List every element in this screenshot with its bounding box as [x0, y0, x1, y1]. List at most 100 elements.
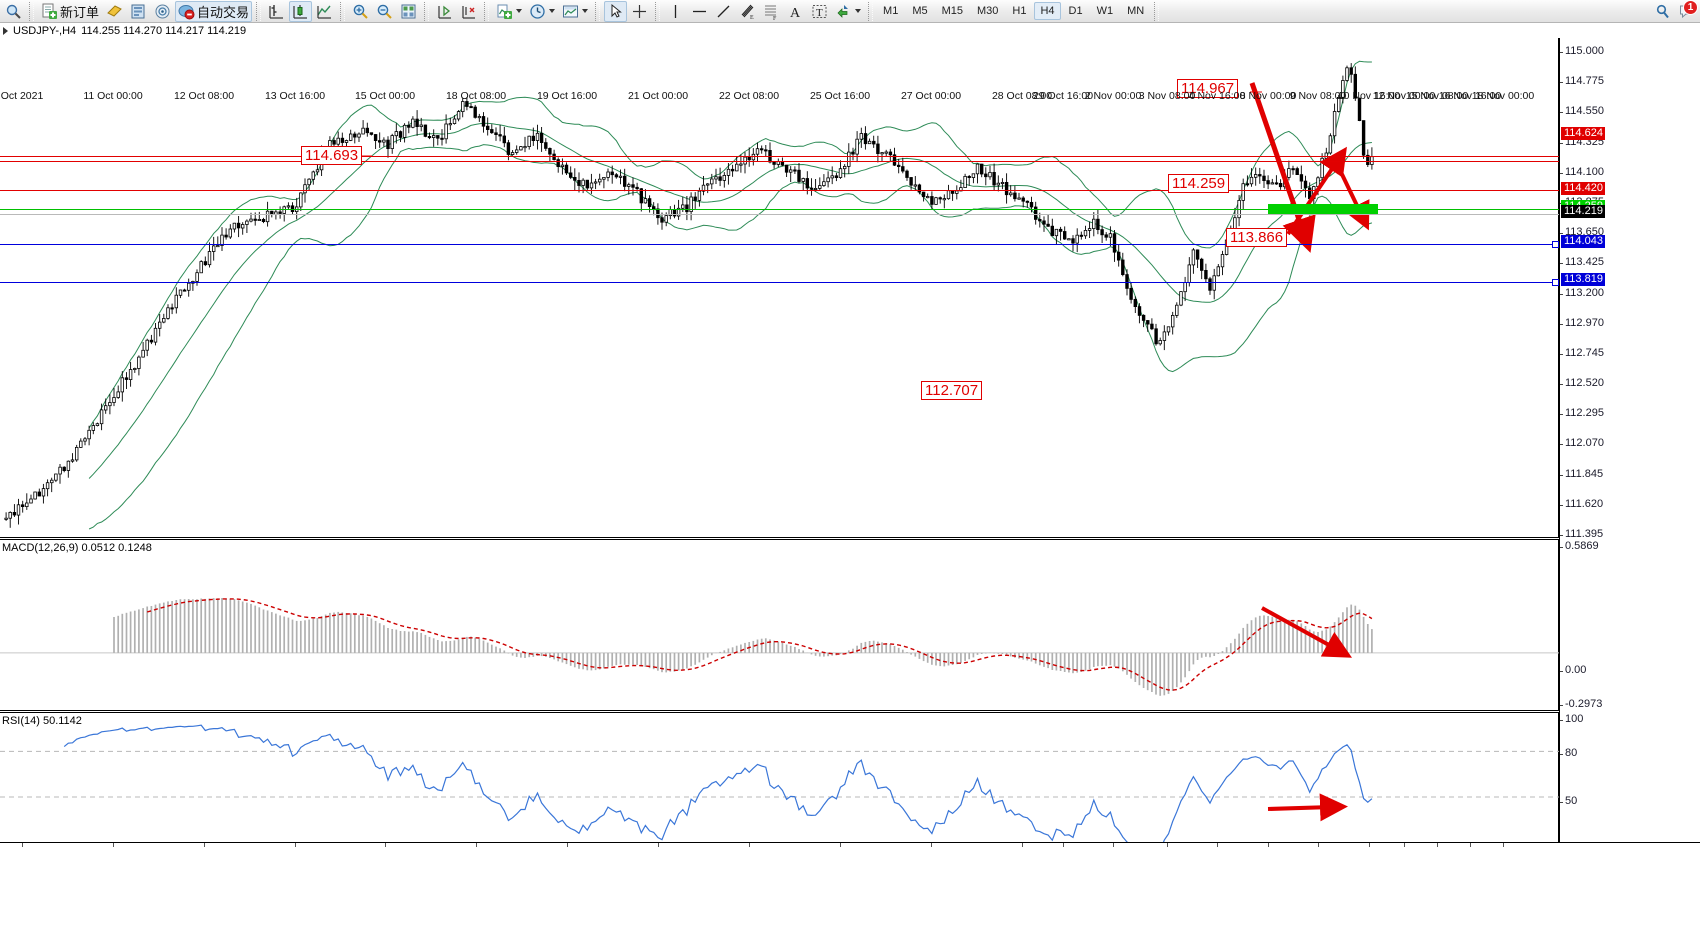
chevron-down-icon-3[interactable] [582, 9, 589, 13]
time-tick-label: 4 Nov 16:00 [1188, 90, 1246, 102]
price-tick: 113.200 [1560, 287, 1604, 299]
price-annotation-tag[interactable]: 114.259 [1168, 174, 1230, 193]
time-tick-mark [658, 843, 659, 847]
toolbar-separator [29, 1, 34, 21]
price-annotation-tag[interactable]: 112.707 [921, 381, 983, 400]
indicators-button[interactable] [493, 1, 525, 22]
horizontal-line-icon [691, 3, 708, 20]
crosshair-button[interactable] [628, 1, 651, 22]
auto-scroll-button[interactable] [457, 1, 480, 22]
level-anchor-handle[interactable] [1552, 279, 1559, 286]
price-annotation-tag[interactable]: 114.967 [1177, 79, 1239, 98]
time-tick-mark [204, 843, 205, 847]
vertical-line-icon [667, 3, 684, 20]
toolbar-search-button[interactable] [1651, 1, 1674, 22]
horizontal-level-line[interactable] [0, 190, 1559, 191]
horizontal-level-line[interactable] [0, 282, 1559, 283]
timeframe-h4[interactable]: H4 [1034, 2, 1061, 20]
timeframe-d1[interactable]: D1 [1068, 5, 1083, 17]
text-button[interactable]: A [784, 1, 807, 22]
price-tick: 111.845 [1560, 468, 1603, 480]
symbol-info-bar: USDJPY-,H4 114.255 114.270 114.217 114.2… [0, 23, 1700, 38]
horizontal-level-line[interactable] [0, 244, 1559, 245]
time-tick-mark [840, 843, 841, 847]
collapse-arrow-icon[interactable] [3, 26, 8, 35]
periodicity-button[interactable] [526, 1, 558, 22]
timeframe-m15[interactable]: M15 [941, 5, 963, 17]
new-order-button[interactable]: 新订单 [38, 1, 102, 22]
cursor-button[interactable] [604, 0, 628, 22]
timeframe-m30[interactable]: M30 [977, 5, 999, 17]
macd-pane[interactable]: MACD(12,26,9) 0.0512 0.1248 [0, 539, 1559, 711]
autotrading-button[interactable]: 自动交易 [175, 0, 253, 22]
horizontal-line-button[interactable] [688, 1, 711, 22]
strategy-tester-button[interactable] [127, 1, 150, 22]
time-tick-label: 15 Nov 08:00 [1405, 90, 1469, 102]
metaquotes-id-icon [154, 3, 171, 20]
fibonacci-retracement-button[interactable]: F [760, 1, 783, 22]
bar-chart-icon [268, 3, 285, 20]
toolbar-separator-9 [1154, 1, 1160, 21]
time-scale[interactable] [0, 842, 1700, 911]
auto-scroll-icon [460, 3, 477, 20]
zoom-magnifier-icon[interactable] [2, 1, 25, 22]
zoom-in-button[interactable] [349, 1, 372, 22]
timeframe-group: M1 M5 M15 M30 H1 H4 D1 W1 MN [877, 2, 1150, 20]
chart-shift-button[interactable] [433, 1, 456, 22]
time-tick-mark [1318, 843, 1319, 847]
horizontal-level-line[interactable] [0, 156, 1559, 157]
rsi-tick: 100 [1560, 713, 1583, 725]
price-annotation-tag[interactable]: 113.866 [1226, 228, 1288, 247]
horizontal-level-line[interactable] [0, 209, 1559, 210]
chart-grid-button[interactable] [397, 1, 420, 22]
chevron-down-icon-4[interactable] [855, 9, 862, 13]
timeframe-m5[interactable]: M5 [912, 5, 928, 17]
time-tick-label: 18 Nov 00:00 [1471, 90, 1535, 102]
expert-advisor-button[interactable] [103, 1, 126, 22]
templates-icon [562, 3, 579, 20]
vertical-line-button[interactable] [664, 1, 687, 22]
horizontal-level-line[interactable] [0, 161, 1559, 162]
candlestick-chart-button[interactable] [289, 0, 313, 22]
metaquotes-id-button[interactable] [151, 1, 174, 22]
expert-advisor-icon [106, 3, 123, 20]
price-scale-main[interactable]: 115.000114.775114.550114.325114.100113.8… [1559, 38, 1700, 540]
templates-button[interactable] [559, 1, 591, 22]
price-tick: 114.775 [1560, 75, 1604, 87]
level-anchor-handle[interactable] [1552, 241, 1559, 248]
equidistant-channel-button[interactable]: E [736, 1, 759, 22]
rsi-label: RSI(14) 50.1142 [2, 715, 82, 727]
notifications-button[interactable]: 1 [1675, 0, 1698, 22]
text-label-button[interactable]: T [808, 1, 831, 22]
price-tick: 111.395 [1560, 528, 1603, 540]
time-tick-label: 12 Oct 08:00 [173, 90, 235, 102]
horizontal-level-line[interactable] [0, 214, 1559, 215]
line-chart-button[interactable] [313, 1, 336, 22]
trendline-button[interactable] [712, 1, 735, 22]
bar-chart-button[interactable] [265, 1, 288, 22]
timeframe-mn[interactable]: MN [1127, 5, 1145, 17]
price-annotation-tag[interactable]: 114.693 [301, 146, 363, 165]
support-zone-rectangle[interactable] [1268, 204, 1378, 214]
timeframe-h1[interactable]: H1 [1012, 5, 1027, 17]
macd-drawing-layer [0, 598, 1559, 696]
time-tick-mark [1404, 843, 1405, 847]
svg-text:E: E [750, 15, 754, 20]
price-tick: 112.520 [1560, 377, 1604, 389]
time-tick-label: 11 Oct 00:00 [83, 90, 143, 102]
chevron-down-icon[interactable] [516, 9, 523, 13]
zoom-out-button[interactable] [373, 1, 396, 22]
timeframe-m1[interactable]: M1 [883, 5, 899, 17]
arrows-button[interactable] [832, 1, 864, 22]
price-label-blue: 114.043 [1561, 235, 1605, 248]
price-pane[interactable]: 114.693 114.967 114.259 113.866 112.707 [0, 38, 1559, 538]
price-tick: 112.295 [1560, 407, 1604, 419]
chevron-down-icon-2[interactable] [549, 9, 556, 13]
price-scale-macd[interactable]: 0.5869 0.00 -0.2973 [1559, 539, 1700, 712]
toolbar-separator-7 [655, 1, 661, 21]
symbol-name: USDJPY-,H4 [13, 24, 77, 37]
timeframe-w1[interactable]: W1 [1096, 5, 1114, 17]
time-tick-label: 13 Oct 16:00 [264, 90, 326, 102]
chart-area[interactable]: 114.693 114.967 114.259 113.866 112.707 MACD… [0, 38, 1700, 949]
chart-shift-icon [436, 3, 453, 20]
